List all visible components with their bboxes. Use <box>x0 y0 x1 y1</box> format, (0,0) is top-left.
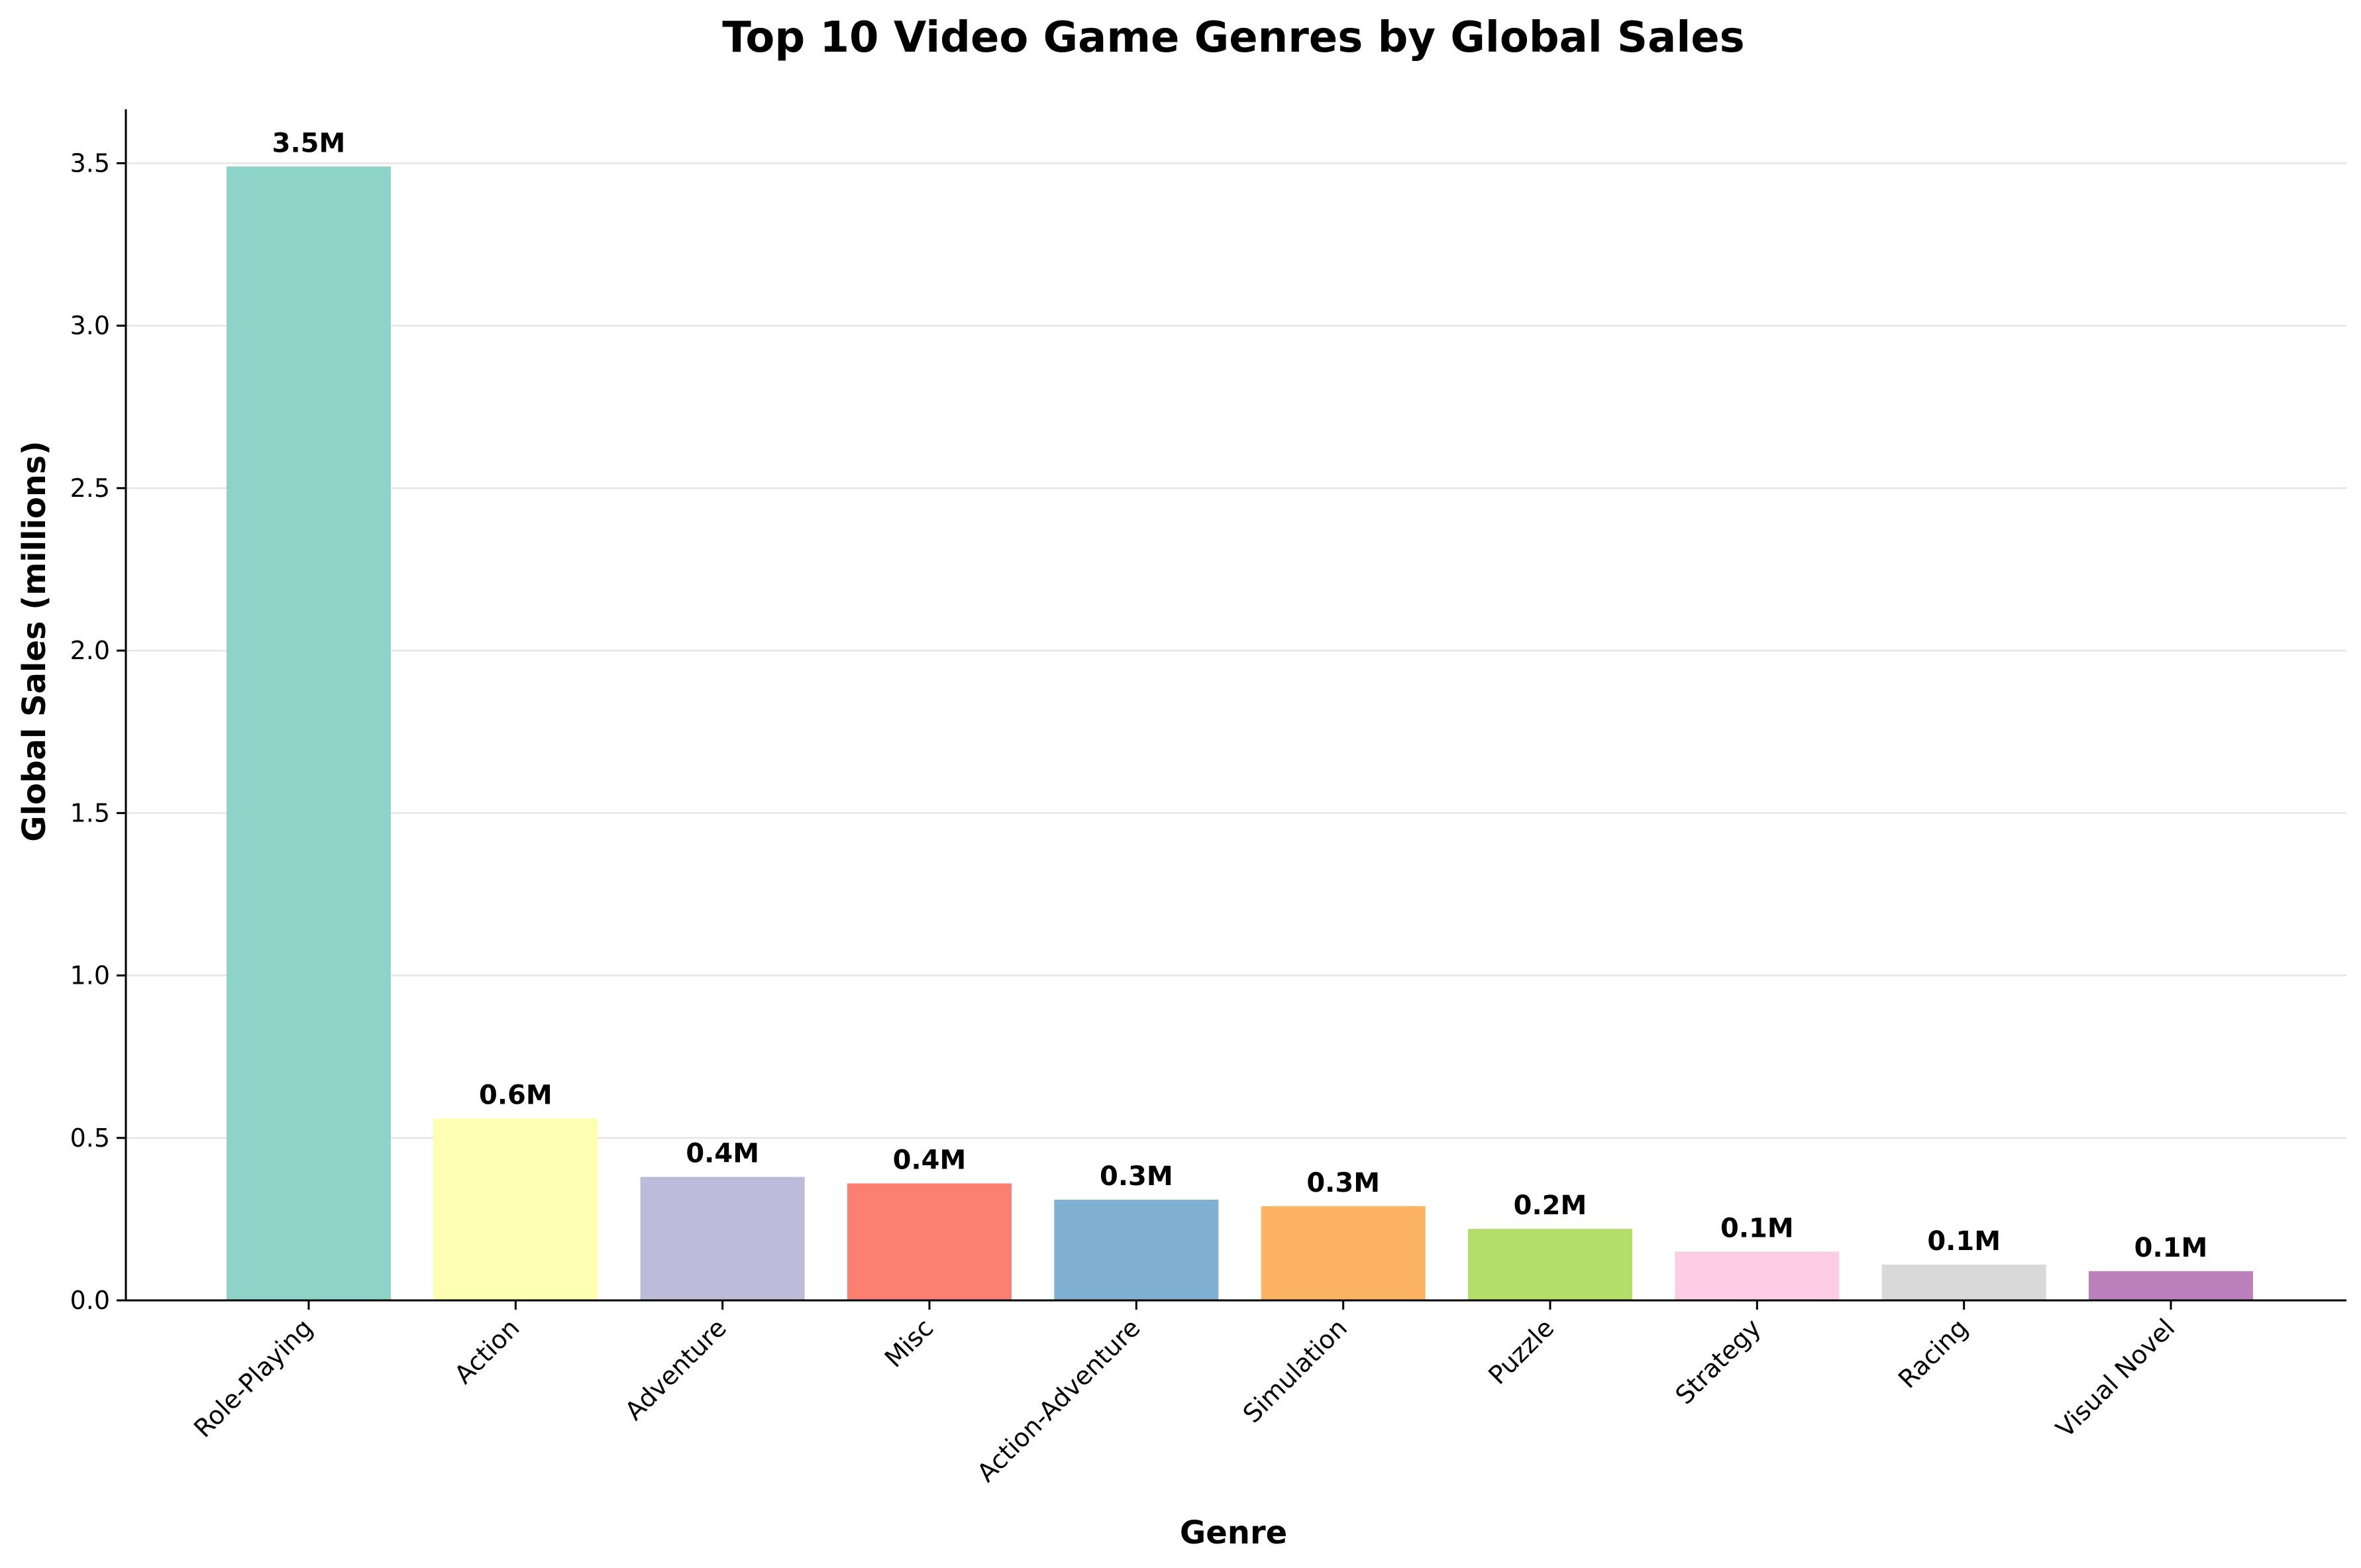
y-tick-label: 2.0 <box>70 636 110 665</box>
y-tick-label: 2.5 <box>70 474 110 503</box>
bar-value-label: 0.4M <box>686 1139 759 1169</box>
gridlines <box>126 162 2346 1139</box>
bar-value-label: 0.6M <box>479 1080 552 1110</box>
bar <box>847 1183 1012 1300</box>
bar <box>1468 1229 1632 1300</box>
bar-value-label: 0.1M <box>1720 1213 1794 1243</box>
data-labels: 3.5M 0.6M 0.4M 0.4M 0.3M 0.3M 0.2M 0.1M 0.1M 0.1M <box>272 128 2208 1263</box>
y-tick-label: 0.0 <box>70 1286 110 1315</box>
bar-value-label: 0.3M <box>1306 1168 1380 1198</box>
x-ticks: Role-Playing Action Adventure Misc Action-Ad… <box>188 1300 2180 1488</box>
bar-value-label: 0.2M <box>1514 1190 1587 1221</box>
bar <box>2089 1271 2253 1300</box>
bar <box>1881 1265 2046 1300</box>
y-tick-label: 3.0 <box>70 311 110 340</box>
bar-value-label: 0.1M <box>2134 1233 2208 1263</box>
y-tick-label: 3.5 <box>70 148 110 178</box>
bar <box>1261 1206 1426 1300</box>
y-tick-label: 1.0 <box>70 961 110 990</box>
bar-value-label: 0.4M <box>893 1145 967 1175</box>
bar <box>433 1118 598 1300</box>
x-tick-label: Action-Adventure <box>971 1313 1145 1487</box>
bar <box>227 166 391 1300</box>
bar-value-label: 0.3M <box>1100 1161 1173 1192</box>
y-tick-label: 0.5 <box>70 1124 110 1153</box>
bars <box>227 166 2253 1300</box>
x-tick-label: Adventure <box>619 1313 732 1426</box>
bar-value-label: 0.1M <box>1927 1226 2001 1257</box>
chart-title: Top 10 Video Game Genres by Global Sales <box>722 13 1745 62</box>
axes <box>125 109 2346 1302</box>
x-tick-label: Puzzle <box>1483 1313 1559 1390</box>
x-tick-label: Racing <box>1893 1313 1973 1394</box>
x-tick-label: Misc <box>879 1313 939 1373</box>
y-tick-label: 1.5 <box>70 798 110 827</box>
y-axis-label: Global Sales (millions) <box>16 441 53 841</box>
x-tick-label: Action <box>448 1313 525 1389</box>
bar <box>640 1176 805 1300</box>
bar <box>1054 1199 1219 1300</box>
x-tick-label: Simulation <box>1237 1313 1353 1428</box>
x-tick-label: Strategy <box>1669 1313 1766 1410</box>
bar <box>1675 1251 1840 1300</box>
bar-value-label: 3.5M <box>272 128 346 158</box>
x-tick-label: Role-Playing <box>188 1313 318 1443</box>
x-axis-label: Genre <box>1180 1514 1287 1551</box>
x-tick-label: Visual Novel <box>2050 1313 2180 1443</box>
y-ticks: 0.0 0.5 1.0 1.5 2.0 2.5 3.0 3.5 <box>70 148 126 1315</box>
